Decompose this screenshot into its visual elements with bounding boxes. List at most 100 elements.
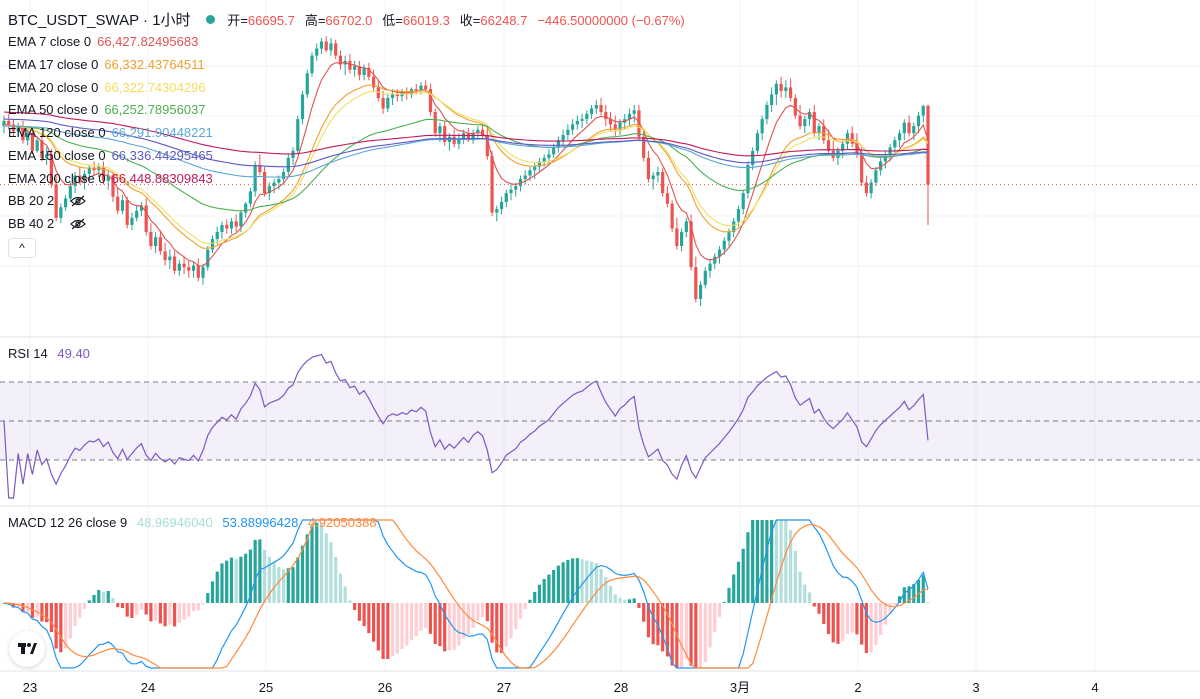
macd-hist-bar	[599, 568, 603, 603]
macd-hist-bar	[310, 525, 314, 603]
candle-body	[665, 193, 669, 204]
macd-hist-bar	[305, 534, 309, 603]
macd-hist-bar	[286, 568, 290, 603]
macd-hist-bar	[82, 603, 87, 610]
candle-body	[381, 97, 385, 109]
candle-body	[30, 133, 35, 151]
macd-hist-bar	[158, 603, 162, 624]
macd-hist-bar	[765, 520, 769, 603]
macd-hist-bar	[334, 556, 338, 603]
candle-body	[850, 133, 854, 144]
candle-body	[405, 92, 409, 95]
candle-body	[45, 154, 49, 158]
macd-hist-bar	[258, 539, 262, 603]
macd-hist-bar	[229, 557, 234, 603]
macd-hist-bar	[826, 603, 831, 635]
ema-legend-row[interactable]: EMA 50 close 0 66,252.78956037	[8, 102, 206, 118]
macd-hist-bar	[807, 592, 812, 603]
macd-hist-bar	[300, 545, 305, 603]
candle-body	[457, 138, 461, 144]
ema-line	[3, 90, 929, 244]
macd-hist-bar	[864, 603, 868, 654]
macd-hist-bar	[585, 560, 589, 603]
macd-hist-bar	[722, 601, 726, 603]
macd-hist-bar	[627, 599, 632, 603]
candle-body	[642, 136, 646, 158]
candle-body	[580, 119, 584, 121]
x-axis-label: 25	[259, 680, 273, 695]
macd-hist-bar	[405, 603, 409, 646]
candle-body	[533, 166, 537, 171]
candle-body	[168, 256, 172, 261]
macd-hist-bar	[552, 569, 556, 603]
symbol-title[interactable]: BTC_USDT_SWAP · 1小时	[8, 12, 191, 29]
ema-legend-row[interactable]: EMA 150 close 0 66,336.44295465	[8, 148, 213, 164]
candle-body	[125, 200, 129, 225]
candle-body	[826, 140, 831, 151]
macd-hist-bar	[646, 603, 651, 638]
candle-body	[765, 105, 769, 120]
ema-legend-row[interactable]: EMA 20 close 0 66,322.74304296	[8, 80, 206, 96]
candle-body	[608, 119, 613, 125]
macd-line	[3, 519, 929, 669]
ema-legend-row[interactable]: EMA 17 close 0 66,332.43764511	[8, 57, 205, 73]
candle-body	[646, 157, 651, 180]
bb-40-legend[interactable]: BB 40 2	[8, 216, 86, 232]
bb-20-legend[interactable]: BB 20 2	[8, 193, 86, 209]
macd-hist-bar	[788, 530, 793, 603]
ema-legend-row[interactable]: EMA 200 close 0 66,448.88309843	[8, 171, 213, 187]
macd-hist-bar	[528, 599, 532, 603]
eye-crossed-icon[interactable]	[70, 195, 86, 207]
ema-value: 66,322.74304296	[104, 79, 206, 95]
candle-body	[319, 41, 324, 49]
macd-hist-bar	[836, 603, 840, 644]
candle-body	[220, 224, 224, 232]
macd-hist-bar	[575, 558, 579, 603]
macd-hist-bar	[845, 603, 850, 635]
eye-crossed-icon[interactable]	[70, 218, 86, 230]
ema-label: EMA 20 close 0	[8, 79, 99, 95]
macd-hist-bar	[343, 586, 347, 603]
macd-hist-bar	[471, 603, 475, 628]
ema-label: EMA 50 close 0	[8, 102, 99, 118]
candle-body	[864, 182, 868, 194]
candle-body	[135, 210, 139, 218]
candle-body	[443, 126, 447, 143]
macd-hist-bar	[897, 596, 902, 603]
ema-legend-row[interactable]: EMA 120 close 0 66,291.90448221	[8, 125, 213, 141]
macd-hist-bar	[855, 603, 859, 635]
macd-hist-bar	[97, 589, 101, 603]
macd-hist-bar	[163, 603, 167, 627]
candle-body	[807, 112, 812, 120]
collapse-legend-button[interactable]: ^	[8, 238, 36, 258]
ema-legend-row[interactable]: EMA 7 close 0 66,427.82495683	[8, 34, 198, 50]
candle-body	[82, 173, 87, 181]
candle-body	[552, 147, 556, 155]
macd-hist-bar	[680, 603, 684, 668]
macd-hist-bar	[860, 603, 864, 645]
macd-hist-bar	[760, 520, 764, 603]
ema-line	[3, 118, 929, 168]
macd-hist-bar	[462, 603, 466, 639]
candle-body	[627, 113, 632, 120]
macd-hist-bar	[732, 574, 736, 603]
candle-body	[680, 231, 684, 247]
x-axis-label: 24	[141, 680, 155, 695]
macd-hist-bar	[703, 603, 707, 662]
candle-body	[106, 175, 110, 181]
candle-body	[589, 108, 594, 114]
tradingview-logo[interactable]	[9, 631, 45, 667]
ema-line	[3, 62, 929, 267]
macd-hist-bar	[542, 579, 546, 603]
macd-hist-bar	[201, 603, 205, 605]
candle-body	[675, 228, 679, 247]
macd-hist-bar	[717, 603, 722, 617]
candle-body	[656, 172, 660, 176]
candle-body	[158, 237, 162, 252]
candle-body	[433, 112, 437, 134]
candle-body	[770, 94, 774, 105]
candle-body	[651, 175, 655, 180]
macd-hist-bar	[419, 603, 423, 631]
candle-body	[376, 87, 380, 98]
